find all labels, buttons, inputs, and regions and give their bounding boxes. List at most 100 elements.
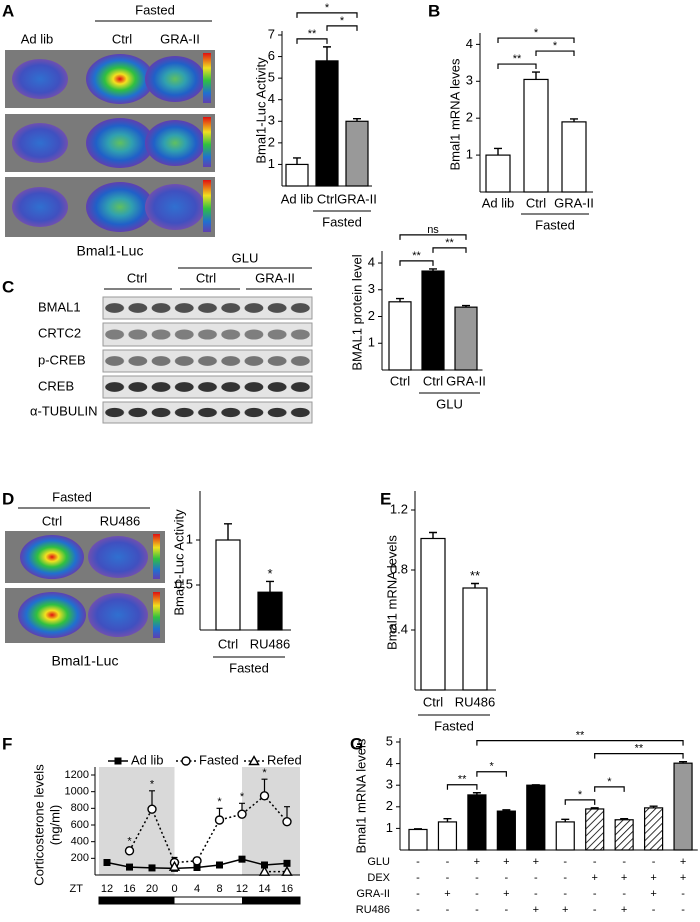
condition-mark: - — [475, 872, 479, 884]
point — [214, 815, 225, 825]
y-tick-label: 3 — [386, 777, 393, 792]
condition-label: DEX — [367, 872, 390, 884]
condition-label: RU486 — [356, 904, 390, 916]
bar — [673, 762, 693, 851]
bar — [561, 121, 587, 193]
image-caption: Bmal1-Luc — [77, 243, 144, 259]
y-tick-label: 4 — [368, 254, 375, 269]
y-axis-label: Bmal1-Luc Activity — [253, 57, 268, 164]
y-tick-label: 400 — [71, 836, 89, 848]
point — [193, 864, 201, 871]
blot-bands — [103, 297, 312, 319]
error-bar — [266, 580, 274, 593]
x-tick-label: Ad lib — [482, 195, 515, 210]
error-bar — [353, 117, 361, 122]
y-tick-label: 5 — [268, 70, 275, 85]
significance-label: * — [578, 789, 583, 801]
condition-mark: + — [474, 856, 480, 868]
point — [168, 860, 181, 871]
significance-label: * — [607, 776, 612, 788]
x-tick-label: Ctrl — [317, 191, 337, 206]
image-column: Ctrl — [42, 513, 62, 528]
significance-bracket — [326, 25, 358, 31]
significance-bracket — [296, 38, 328, 44]
error-bar — [293, 157, 301, 165]
luc-signal — [18, 592, 86, 638]
condition-mark: - — [593, 856, 597, 868]
bar — [467, 794, 487, 851]
image-header: Fasted — [135, 2, 175, 17]
group-label: Fasted — [322, 214, 362, 229]
condition-mark: - — [446, 872, 450, 884]
bar — [420, 537, 446, 691]
bar — [257, 591, 283, 631]
significance-label: ** — [412, 250, 421, 262]
condition-mark: - — [534, 872, 538, 884]
point — [126, 863, 133, 871]
y-axis-label: BMAL1 protein level — [349, 254, 364, 370]
x-tick-label: GRA-II — [337, 191, 377, 206]
error-bar — [429, 268, 437, 272]
significance-label: * — [534, 27, 539, 39]
significance-bracket — [535, 50, 575, 57]
dark-phase-bar — [242, 897, 300, 904]
error-bar — [649, 805, 658, 808]
blot-row-label: CREB — [38, 378, 74, 393]
point — [282, 816, 292, 827]
significance-label: * — [262, 767, 267, 779]
condition-mark: - — [475, 904, 479, 916]
y-tick-label: 2 — [466, 110, 473, 125]
y-tick-label: 1 — [268, 156, 275, 171]
luc-signal — [88, 593, 148, 637]
condition-mark: - — [563, 856, 567, 868]
significance-bracket — [497, 63, 537, 70]
blot-bands — [103, 402, 312, 423]
condition-mark: - — [652, 904, 656, 916]
luc-signal — [145, 184, 205, 230]
bar — [485, 154, 511, 193]
point — [283, 859, 291, 867]
condition-mark: + — [650, 872, 656, 884]
dark-phase-bar — [99, 897, 175, 904]
bar — [614, 819, 634, 851]
condition-label: GLU — [367, 856, 390, 868]
x-tick-label: Ctrl — [218, 636, 238, 651]
x-tick-label: GRA-II — [554, 195, 594, 210]
error-bar — [494, 147, 502, 156]
significance-label: * — [489, 761, 494, 773]
point — [216, 861, 223, 869]
y-tick-label: 6 — [268, 48, 275, 63]
x-tick-label: 4 — [194, 883, 200, 895]
luc-signal — [12, 59, 68, 99]
x-tick-label: GRA-II — [446, 373, 486, 388]
significance-label: ** — [458, 774, 467, 786]
significance-label: ** — [576, 730, 585, 742]
error-bar — [679, 760, 688, 764]
luc-signal — [12, 123, 68, 163]
y-tick-label: 200 — [71, 852, 89, 864]
condition-mark: + — [562, 904, 568, 916]
condition-mark: - — [416, 904, 420, 916]
bar — [421, 270, 445, 371]
error-bar — [414, 828, 422, 830]
condition-mark: + — [533, 856, 539, 868]
error-bar — [443, 817, 452, 822]
legend-label: Fasted — [199, 752, 239, 767]
significance-label: * — [150, 779, 155, 791]
bar — [437, 821, 458, 851]
panel-letter: G — [350, 734, 363, 753]
luc-signal — [20, 535, 84, 579]
group-label: Fasted — [434, 718, 474, 733]
point — [281, 865, 293, 876]
x-tick-label: 20 — [146, 883, 158, 895]
condition-mark: - — [505, 872, 509, 884]
condition-mark: - — [563, 872, 567, 884]
light-dark-bar — [98, 896, 301, 905]
condition-mark: - — [534, 888, 538, 900]
luc-signal — [86, 54, 154, 104]
y-axis-label: (ng/ml) — [47, 805, 62, 845]
series-line — [128, 794, 288, 864]
color-scale — [153, 592, 160, 638]
y-tick-label: 0.8 — [390, 561, 408, 576]
